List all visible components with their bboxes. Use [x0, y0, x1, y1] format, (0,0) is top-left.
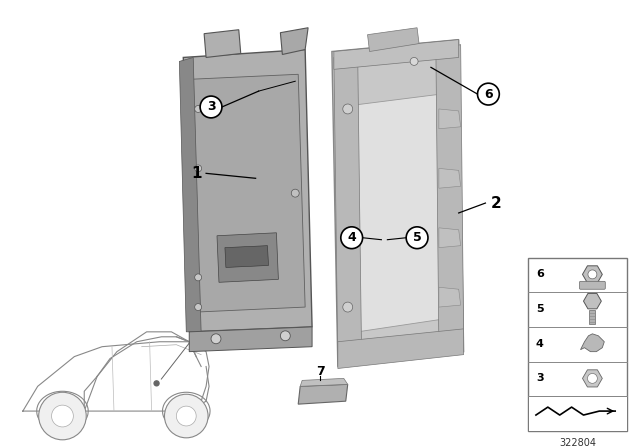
- Circle shape: [477, 83, 499, 105]
- Circle shape: [195, 165, 202, 172]
- FancyBboxPatch shape: [580, 281, 605, 289]
- Polygon shape: [191, 74, 305, 312]
- Polygon shape: [179, 57, 201, 332]
- Polygon shape: [584, 293, 602, 309]
- Circle shape: [291, 189, 299, 197]
- Circle shape: [195, 105, 202, 112]
- Text: 6: 6: [536, 269, 544, 280]
- FancyBboxPatch shape: [528, 258, 627, 431]
- Polygon shape: [367, 28, 419, 52]
- Polygon shape: [280, 28, 308, 55]
- Polygon shape: [334, 39, 459, 69]
- Text: 6: 6: [484, 88, 493, 101]
- Text: 2: 2: [491, 196, 502, 211]
- Circle shape: [588, 374, 597, 383]
- Polygon shape: [439, 168, 461, 188]
- Polygon shape: [332, 39, 463, 366]
- Circle shape: [177, 406, 196, 426]
- Polygon shape: [183, 50, 312, 332]
- Polygon shape: [300, 379, 348, 386]
- Polygon shape: [189, 327, 312, 352]
- Polygon shape: [582, 266, 602, 283]
- Circle shape: [406, 227, 428, 249]
- Polygon shape: [439, 109, 461, 129]
- Circle shape: [211, 334, 221, 344]
- Text: 4: 4: [536, 339, 544, 349]
- Text: 1: 1: [191, 166, 202, 181]
- Polygon shape: [338, 329, 463, 369]
- Polygon shape: [225, 246, 269, 267]
- Text: 322804: 322804: [559, 438, 596, 448]
- FancyBboxPatch shape: [589, 310, 595, 324]
- Circle shape: [38, 392, 86, 440]
- Polygon shape: [436, 44, 463, 345]
- Polygon shape: [439, 228, 461, 248]
- Circle shape: [343, 302, 353, 312]
- Polygon shape: [582, 370, 602, 387]
- Circle shape: [164, 394, 208, 438]
- Circle shape: [341, 227, 363, 249]
- Text: 5: 5: [413, 231, 422, 244]
- Text: 3: 3: [536, 373, 544, 383]
- Text: 4: 4: [348, 231, 356, 244]
- Polygon shape: [355, 94, 444, 332]
- Circle shape: [195, 274, 202, 281]
- Circle shape: [343, 104, 353, 114]
- Polygon shape: [439, 287, 461, 307]
- Text: 3: 3: [207, 100, 215, 113]
- Circle shape: [280, 331, 291, 341]
- Circle shape: [588, 270, 597, 279]
- Polygon shape: [580, 334, 604, 352]
- Polygon shape: [204, 30, 241, 57]
- Text: 7: 7: [316, 365, 324, 378]
- Polygon shape: [298, 384, 348, 404]
- Polygon shape: [334, 52, 362, 362]
- Circle shape: [52, 405, 74, 427]
- Circle shape: [154, 381, 159, 386]
- Circle shape: [200, 96, 222, 118]
- FancyBboxPatch shape: [528, 396, 627, 431]
- Circle shape: [410, 57, 418, 65]
- Polygon shape: [217, 233, 278, 282]
- Circle shape: [195, 304, 202, 310]
- Text: 5: 5: [536, 304, 544, 314]
